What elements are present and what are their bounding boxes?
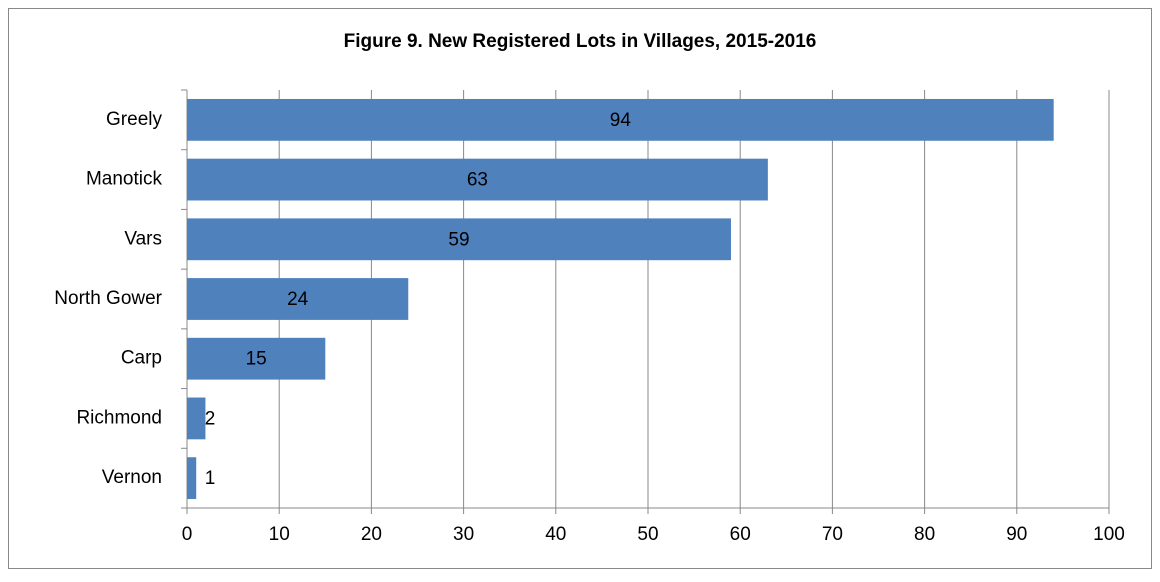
bar: [187, 218, 731, 261]
chart-title: Figure 9. New Registered Lots in Village…: [344, 31, 817, 52]
bar: [187, 158, 768, 201]
data-label: 63: [467, 170, 488, 191]
bar: [187, 278, 409, 320]
bar: [187, 337, 326, 380]
x-tick-label: 80: [914, 524, 935, 545]
x-tick-label: 70: [822, 524, 843, 545]
y-tick-label: Richmond: [76, 407, 162, 428]
x-tick-label: 30: [453, 524, 474, 545]
y-tick-label: Manotick: [86, 169, 163, 190]
x-tick-label: 100: [1093, 524, 1125, 545]
data-label: 15: [246, 349, 267, 370]
data-label: 59: [448, 229, 469, 250]
x-tick-label: 10: [269, 524, 290, 545]
y-tick-label: Vars: [124, 228, 162, 249]
data-label: 2: [205, 408, 216, 429]
data-label: 24: [287, 289, 309, 310]
x-tick-label: 20: [361, 524, 382, 545]
x-tick-label: 40: [545, 524, 566, 545]
x-tick-label: 90: [1006, 524, 1027, 545]
data-label: 1: [205, 468, 216, 489]
x-tick-label: 60: [730, 524, 751, 545]
bar: [187, 457, 197, 500]
x-tick-label: 0: [182, 524, 193, 545]
chart-frame: [8, 8, 1152, 569]
x-tick-label: 50: [637, 524, 658, 545]
data-label: 94: [610, 110, 632, 131]
y-tick-label: Vernon: [102, 467, 162, 488]
y-tick-label: North Gower: [54, 288, 162, 309]
y-tick-label: Carp: [121, 348, 162, 369]
bar: [187, 397, 206, 440]
y-tick-label: Greely: [106, 109, 162, 130]
bar: [187, 98, 1054, 141]
